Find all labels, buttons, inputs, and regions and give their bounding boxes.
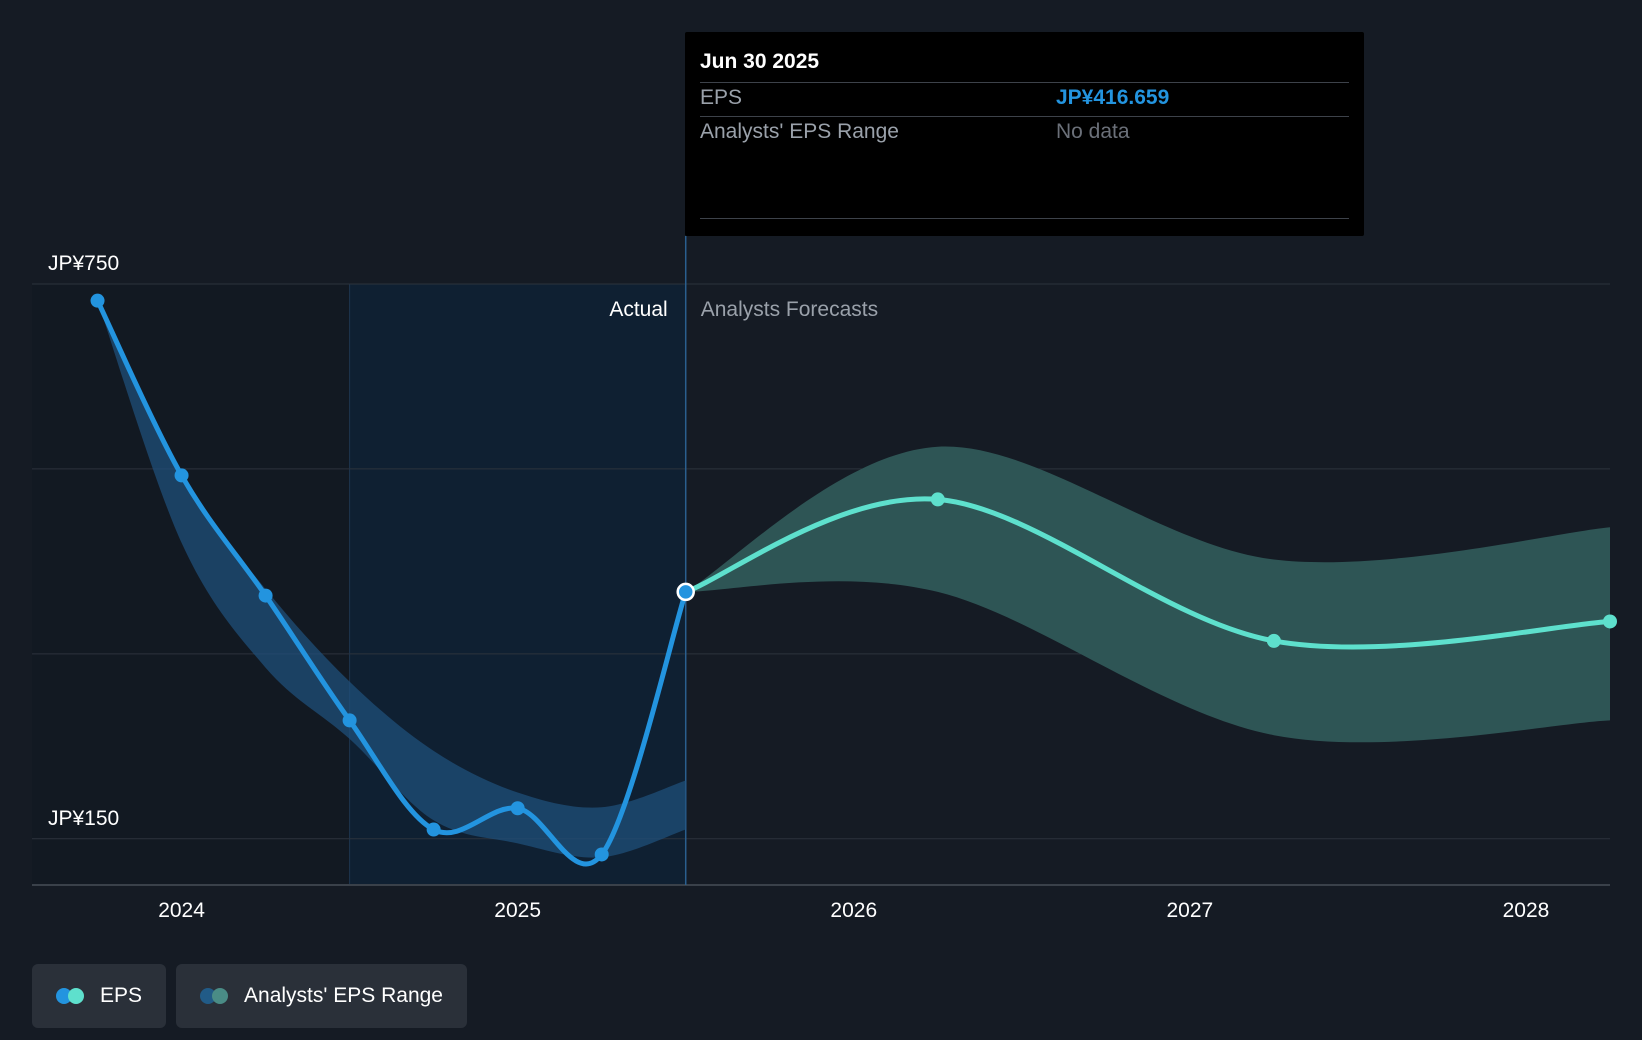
tooltip-divider <box>700 116 1349 117</box>
highlighted-eps-point <box>676 582 695 602</box>
range-bands <box>97 300 1610 858</box>
eps-point <box>90 293 105 308</box>
eps-point <box>174 468 189 483</box>
eps-point <box>426 822 441 837</box>
tooltip-eps-label: EPS <box>700 86 743 109</box>
x-tick-label: 2025 <box>494 899 541 922</box>
tooltip-range-value: No data <box>1056 120 1130 143</box>
axis-labels: JP¥750 JP¥150 2024 2025 2026 2027 2028 Actual An… <box>48 252 1549 922</box>
x-tick-label: 2028 <box>1503 899 1550 922</box>
tooltip-divider <box>700 218 1349 219</box>
legend: EPS Analysts' EPS Range <box>32 964 467 1028</box>
forecast-region-label: Analysts Forecasts <box>701 298 878 321</box>
forecast-eps-point <box>930 492 945 507</box>
legend-range-label: Analysts' EPS Range <box>244 984 443 1007</box>
eps-point <box>594 847 609 862</box>
eps-legend-icon <box>56 988 86 1004</box>
eps-points <box>90 293 1617 862</box>
hover-tooltip: Jun 30 2025 EPS JP¥416.659 Analysts' EPS… <box>685 32 1364 236</box>
past-shade-layer <box>32 284 686 885</box>
actual-range-band <box>97 300 686 858</box>
forecast-eps-line <box>683 496 1613 650</box>
legend-eps-button[interactable]: EPS <box>32 964 167 1028</box>
y-axis-label: JP¥150 <box>48 807 119 830</box>
range-legend-icon <box>200 988 230 1004</box>
x-tick-label: 2024 <box>158 899 205 922</box>
eps-point <box>342 713 357 728</box>
x-tick-label: 2027 <box>1167 899 1214 922</box>
x-tick-label: 2026 <box>830 899 877 922</box>
tooltip-date: Jun 30 2025 <box>700 50 820 73</box>
forecast-range-band <box>685 446 1610 743</box>
legend-range-button[interactable]: Analysts' EPS Range <box>176 964 467 1028</box>
tooltip-eps-value: JP¥416.659 <box>1056 86 1170 109</box>
tooltip-divider <box>700 82 1349 83</box>
eps-point <box>510 801 525 816</box>
forecast-eps-point <box>1603 614 1617 629</box>
tooltip-range-label: Analysts' EPS Range <box>700 120 899 143</box>
legend-eps-label: EPS <box>100 984 143 1007</box>
forecast-eps-point <box>1266 633 1281 648</box>
y-axis-label: JP¥750 <box>48 252 119 275</box>
eps-point <box>258 588 273 603</box>
actual-region-label: Actual <box>609 298 667 321</box>
